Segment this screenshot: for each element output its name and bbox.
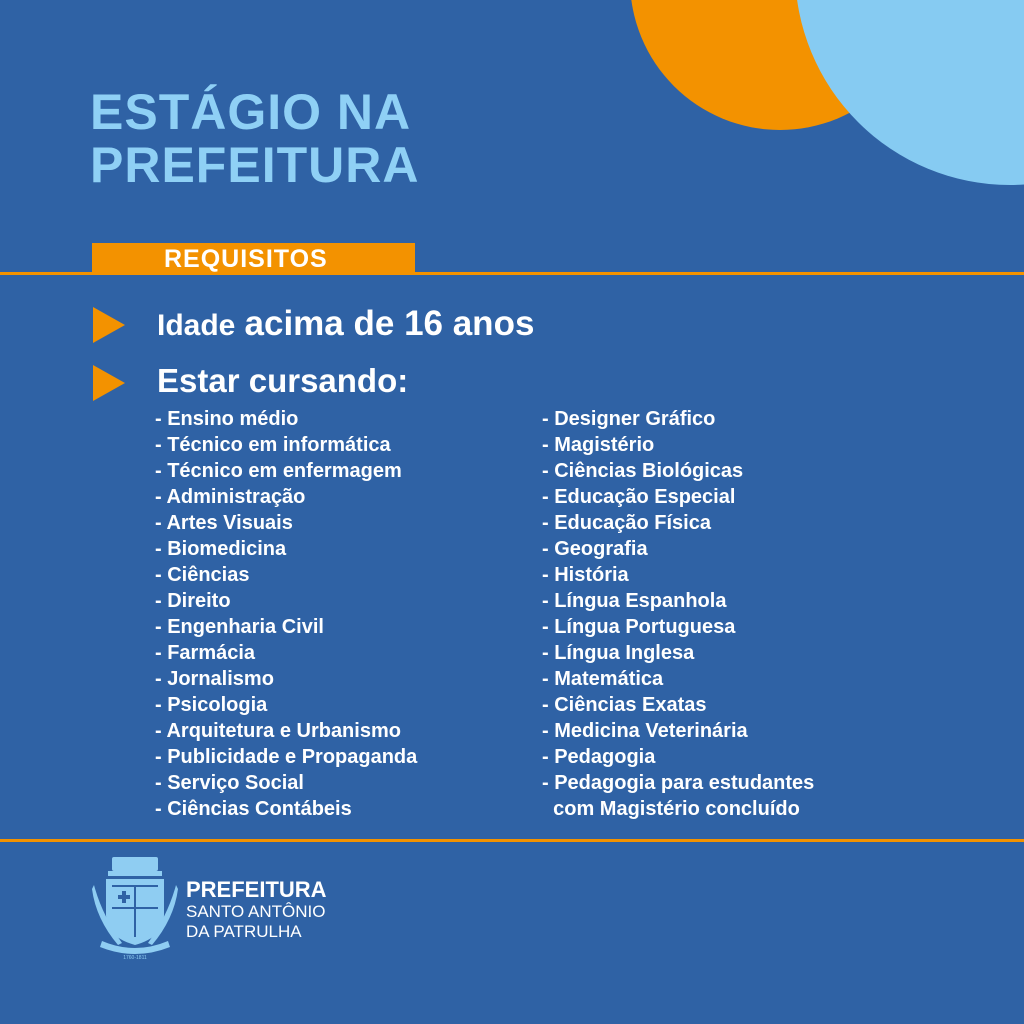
course-item: - Ciências xyxy=(155,564,250,586)
decorative-blue-circle xyxy=(797,0,1024,185)
course-item: - Técnico em informática xyxy=(155,434,391,456)
course-item: - Arquitetura e Urbanismo xyxy=(155,720,401,742)
course-item: - Medicina Veterinária xyxy=(542,720,748,742)
divider-bottom xyxy=(0,839,1024,842)
course-item: - Ciências Exatas xyxy=(542,694,707,716)
course-item: com Magistério concluído xyxy=(542,798,800,820)
course-item: - Designer Gráfico xyxy=(542,408,716,430)
requirement-age-prefix: Idade xyxy=(157,309,236,342)
title-line-1: ESTÁGIO NA xyxy=(90,84,412,140)
course-item: - Língua Inglesa xyxy=(542,642,695,664)
course-item: - Engenharia Civil xyxy=(155,616,324,638)
course-item: - Ensino médio xyxy=(155,408,299,430)
brand-line-1: PREFEITURA xyxy=(186,877,327,902)
requirement-age: Idade acima de 16 anos xyxy=(157,304,534,344)
municipal-crest-logo: 1760-1811 xyxy=(92,857,178,961)
course-item: - Língua Portuguesa xyxy=(542,616,736,638)
course-item: - Artes Visuais xyxy=(155,512,293,534)
course-item: - Educação Especial xyxy=(542,486,736,508)
section-band: REQUISITOS xyxy=(92,243,415,274)
course-item: - Magistério xyxy=(542,434,655,456)
course-item: - Direito xyxy=(155,590,231,612)
course-item: - Administração xyxy=(155,486,306,508)
course-item: - Língua Espanhola xyxy=(542,590,727,612)
section-label: REQUISITOS xyxy=(164,245,328,273)
course-item: - História xyxy=(542,564,629,586)
brand-line-2: SANTO ANTÔNIO xyxy=(186,902,326,921)
bullet-triangle-icon xyxy=(93,365,125,401)
decorative-circles xyxy=(631,0,1024,185)
courses-list-right: - Designer Gráfico - Magistério - Ciências… xyxy=(542,406,814,822)
course-item: - Educação Física xyxy=(542,512,711,534)
bullet-triangle-icon xyxy=(93,307,125,343)
courses-list-left: - Ensino médio - Técnico em informática - … xyxy=(155,406,417,822)
page-title: ESTÁGIO NA PREFEITURA xyxy=(90,86,419,192)
course-item: - Jornalismo xyxy=(155,668,274,690)
requirement-age-emphasis: acima de 16 anos xyxy=(244,304,535,343)
course-item: - Pedagogia para estudantes xyxy=(542,772,815,794)
course-item: - Serviço Social xyxy=(155,772,304,794)
course-item: - Técnico em enfermagem xyxy=(155,460,402,482)
title-line-2: PREFEITURA xyxy=(90,137,420,193)
divider-top xyxy=(0,272,1024,275)
course-item: - Ciências Contábeis xyxy=(155,798,352,820)
course-item: - Biomedicina xyxy=(155,538,287,560)
course-item: - Psicologia xyxy=(155,694,268,716)
brand-line-3: DA PATRULHA xyxy=(186,922,302,941)
course-item: - Pedagogia xyxy=(542,746,656,768)
requirement-course: Estar cursando: xyxy=(157,362,409,399)
course-item: - Ciências Biológicas xyxy=(542,460,744,482)
course-item: - Publicidade e Propaganda xyxy=(155,746,418,768)
brand-name: PREFEITURA SANTO ANTÔNIO DA PATRULHA xyxy=(186,878,327,942)
course-item: - Matemática xyxy=(542,668,664,690)
course-item: - Farmácia xyxy=(155,642,256,664)
crest-years: 1760-1811 xyxy=(123,955,147,961)
course-item: - Geografia xyxy=(542,538,648,560)
